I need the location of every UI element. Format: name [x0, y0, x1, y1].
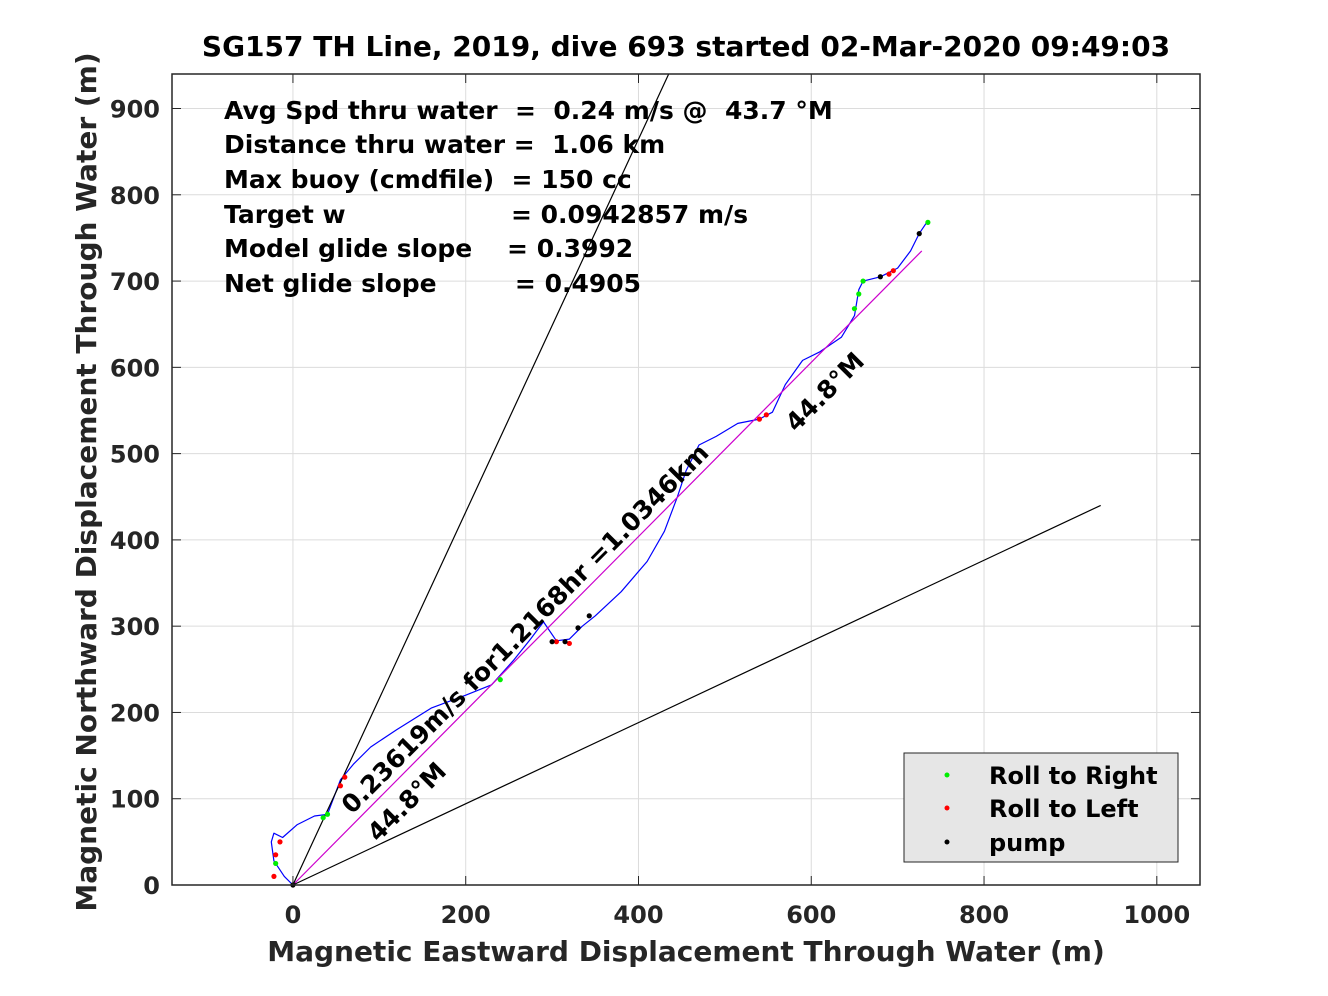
chart-title: SG157 TH Line, 2019, dive 693 started 02…	[202, 30, 1170, 63]
x-tick-label: 1000	[1123, 901, 1190, 929]
y-tick-label: 800	[110, 182, 160, 210]
x-tick-label: 400	[613, 901, 663, 929]
roll-right-marker	[851, 306, 858, 312]
roll-left-marker	[890, 268, 896, 274]
legend-label-pump: pump	[989, 829, 1065, 857]
pump-marker	[549, 639, 555, 645]
y-tick-label: 500	[110, 441, 160, 469]
legend-marker-roll-left	[944, 805, 950, 811]
roll-left-marker	[337, 783, 344, 789]
annotation-max-buoy: Max buoy (cmdfile) = 150 cc	[224, 165, 632, 194]
depth-average-current-series	[292, 250, 923, 886]
tick-layer: 0 200 400 600 800 1000 0 100 200 300 400 500 600 700 8…	[110, 74, 1200, 929]
series-layer	[270, 73, 1101, 886]
x-tick-label: 800	[959, 901, 1009, 929]
roll-left-marker	[273, 852, 279, 858]
roll-right-marker	[273, 860, 279, 867]
y-tick-label: 100	[110, 786, 160, 814]
y-tick-label: 700	[110, 268, 160, 296]
marker-layer	[271, 219, 931, 888]
roll-right-marker	[925, 219, 931, 225]
x-tick-label: 600	[786, 901, 836, 929]
roll-right-marker	[497, 677, 503, 683]
annotation-avg-speed: Avg Spd thru water = 0.24 m/s @ 43.7 °M	[224, 96, 833, 125]
roll-left-marker	[553, 639, 560, 645]
roll-left-marker	[756, 416, 763, 422]
pump-marker	[877, 274, 883, 280]
pump-marker	[575, 625, 581, 631]
heading-line-series	[292, 73, 670, 886]
roll-right-marker	[860, 278, 866, 284]
legend-label-roll-left: Roll to Left	[989, 795, 1139, 823]
y-tick-label: 400	[110, 527, 160, 555]
x-axis-label: Magnetic Eastward Displacement Through W…	[267, 935, 1105, 968]
y-tick-label: 600	[110, 354, 160, 382]
roll-right-marker	[324, 811, 331, 817]
roll-right-marker	[856, 291, 862, 297]
roll-left-marker	[277, 839, 283, 845]
annotation-net-glide: Net glide slope = 0.4905	[224, 269, 641, 298]
pump-marker	[586, 613, 592, 619]
y-tick-label: 900	[110, 96, 160, 124]
legend: Roll to Right Roll to Left pump	[903, 752, 1179, 863]
roll-right-marker	[320, 815, 326, 821]
legend-label-roll-right: Roll to Right	[989, 762, 1158, 790]
annotation-target-w: Target w = 0.0942857 m/s	[224, 200, 748, 229]
x-tick-label: 200	[441, 901, 491, 929]
annotation-distance: Distance thru water = 1.06 km	[224, 130, 665, 159]
legend-box	[903, 752, 1179, 863]
plot-frame	[171, 73, 1201, 886]
y-tick-label: 200	[110, 699, 160, 727]
pump-marker	[562, 639, 568, 645]
stats-annotations: Avg Spd thru water = 0.24 m/s @ 43.7 °M …	[224, 96, 833, 298]
pump-marker	[916, 231, 922, 237]
y-tick-label: 0	[143, 872, 160, 900]
roll-left-marker	[271, 873, 277, 879]
y-tick-label: 300	[110, 613, 160, 641]
roll-left-marker	[342, 774, 348, 780]
plot-background	[172, 74, 1200, 885]
x-tick-label: 0	[285, 901, 302, 929]
roll-left-marker	[566, 640, 572, 647]
heading-line-series	[292, 504, 1101, 886]
annotation-model-glide: Model glide slope = 0.3992	[224, 234, 633, 263]
roll-left-marker	[763, 412, 769, 418]
y-axis-label: Magnetic Northward Displacement Through …	[70, 52, 103, 911]
roll-left-marker	[886, 271, 892, 277]
legend-marker-pump	[944, 839, 950, 845]
legend-marker-roll-right	[944, 772, 950, 778]
